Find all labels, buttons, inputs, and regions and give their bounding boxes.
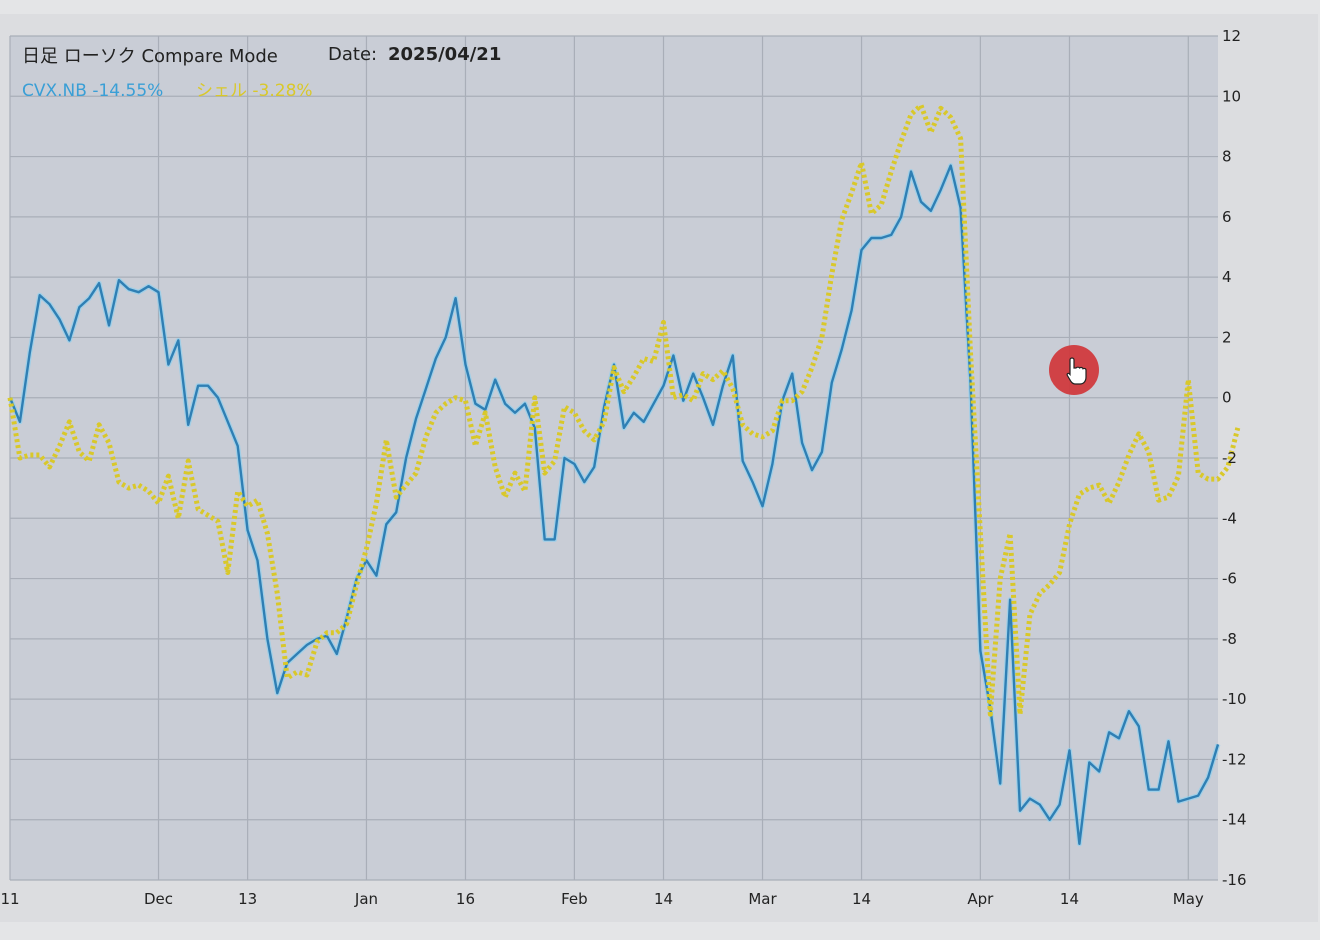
series-line-shell: [7, 102, 1241, 717]
x-tick-label: 14: [1060, 890, 1079, 908]
y-tick-label: -12: [1222, 750, 1247, 768]
chart-frame: 12 10 8 6 4 2 0 -2 -4 -6 -8 -10 -12 -14 -16 11 Dec 13 Jan…: [0, 14, 1318, 922]
y-tick-label: -6: [1222, 570, 1237, 588]
y-tick-label: -16: [1222, 871, 1247, 889]
y-tick-label: -14: [1222, 811, 1247, 829]
y-tick-label: 2: [1222, 328, 1232, 346]
y-tick-label: 6: [1222, 208, 1232, 226]
x-tick-label: Feb: [561, 890, 588, 908]
y-tick-label: -10: [1222, 690, 1247, 708]
x-tick-label: 14: [654, 890, 673, 908]
y-tick-label: 0: [1222, 389, 1232, 407]
y-tick-label: 10: [1222, 87, 1241, 105]
x-tick-label: 13: [238, 890, 257, 908]
chart-header-title: 日足 ローソク Compare Mode: [22, 46, 278, 67]
x-tick-label: Apr: [967, 890, 994, 908]
y-tick-label: -4: [1222, 509, 1237, 527]
cursor: [1049, 345, 1099, 395]
x-tick-label: Jan: [354, 890, 378, 908]
y-tick-label: 8: [1222, 148, 1232, 166]
y-tick-label: 12: [1222, 27, 1241, 45]
y-tick-label: -8: [1222, 630, 1237, 648]
x-tick-label: 11: [0, 890, 19, 908]
series-layer: [7, 102, 1241, 847]
x-axis: 11 Dec 13 Jan 16 Feb 14 Mar 14 Apr 14 May: [0, 890, 1203, 908]
date-value: 2025/04/21: [388, 44, 501, 65]
x-tick-label: Dec: [144, 890, 173, 908]
y-tick-label: 4: [1222, 268, 1232, 286]
x-tick-label: May: [1173, 890, 1204, 908]
x-tick-label: Mar: [748, 890, 777, 908]
legend-item-cvx: CVX.NB -14.55%: [22, 81, 163, 101]
x-tick-label: 14: [852, 890, 871, 908]
y-tick-label: -2: [1222, 449, 1237, 467]
date-label: Date:: [328, 44, 377, 65]
series-line-cvx: [8, 164, 1220, 845]
hand-pointer-icon: [1066, 357, 1087, 385]
legend-item-shell: シェル -3.28%: [196, 81, 313, 101]
x-tick-label: 16: [456, 890, 475, 908]
y-axis: 12 10 8 6 4 2 0 -2 -4 -6 -8 -10 -12 -14 -16: [1222, 27, 1247, 889]
chart-svg: 12 10 8 6 4 2 0 -2 -4 -6 -8 -10 -12 -14 -16 11 Dec 13 Jan…: [0, 27, 1247, 908]
